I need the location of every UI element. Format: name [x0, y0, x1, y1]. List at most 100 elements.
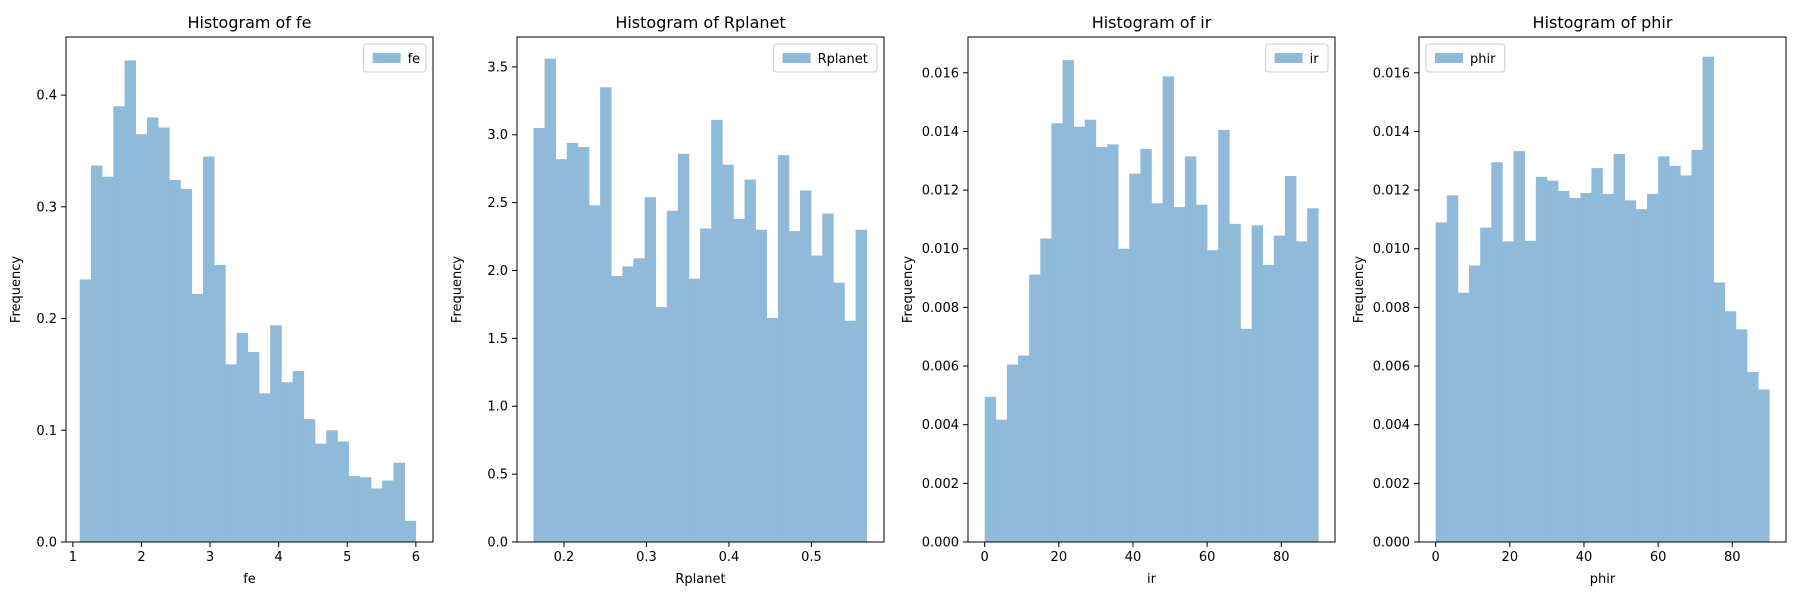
- histogram-bar: [1735, 329, 1748, 542]
- histogram-bar: [404, 520, 417, 542]
- legend-swatch: [1435, 53, 1463, 63]
- histogram-bar: [382, 480, 394, 542]
- histogram-bar: [800, 190, 812, 542]
- histogram-bar: [1602, 193, 1614, 542]
- y-axis-label: Frequency: [9, 256, 24, 323]
- x-tick-label: 4: [275, 550, 283, 565]
- histogram-bar: [633, 258, 645, 542]
- histogram-bar: [90, 165, 103, 543]
- y-tick-label: 3.0: [487, 128, 508, 143]
- y-axis-label: Frequency: [450, 256, 465, 323]
- histogram-bar: [1018, 355, 1030, 542]
- histogram-bar: [158, 127, 170, 542]
- legend: phir: [1425, 43, 1506, 73]
- histogram-bar: [666, 210, 679, 543]
- histogram-bar: [1558, 190, 1570, 542]
- x-tick-label: 2: [137, 550, 145, 565]
- histogram-bar: [1591, 168, 1603, 542]
- histogram-bar: [755, 229, 768, 543]
- histogram-bar: [393, 462, 405, 542]
- axes-frame: [1418, 36, 1787, 543]
- histogram-bar: [855, 229, 867, 543]
- histogram-bar: [348, 476, 361, 542]
- histogram-bar: [1646, 193, 1659, 542]
- axes-frame: [65, 36, 434, 543]
- histogram-bar: [566, 142, 579, 543]
- histogram-bar: [1129, 173, 1141, 542]
- histogram-bar: [1524, 240, 1537, 542]
- histogram-bar: [102, 176, 114, 542]
- y-tick-label: 0.0: [36, 536, 57, 551]
- histogram-bar: [1535, 176, 1548, 542]
- histogram-bar: [1195, 204, 1208, 542]
- histogram-bar: [1184, 156, 1197, 542]
- y-tick-label: 0.012: [1373, 184, 1410, 199]
- histogram-bar: [258, 393, 271, 542]
- histogram-bar: [180, 188, 193, 542]
- histogram-bar: [1435, 222, 1448, 542]
- y-tick-label: 0.006: [922, 360, 959, 375]
- x-tick-label: 1: [69, 550, 77, 565]
- histogram-bar: [1680, 175, 1692, 542]
- histogram-bar: [214, 264, 226, 542]
- histogram-bar: [788, 231, 801, 542]
- x-tick-label: 3: [206, 550, 214, 565]
- histogram-bar: [844, 320, 856, 542]
- y-tick-label: 0.006: [1373, 360, 1410, 375]
- legend-swatch: [1274, 53, 1303, 63]
- legend-label: Rplanet: [818, 52, 868, 67]
- chart-title: Histogram of phir: [1533, 13, 1673, 32]
- histogram-bar: [1118, 248, 1130, 542]
- histogram-bar: [1040, 238, 1052, 543]
- y-tick-label: 1.5: [487, 332, 508, 347]
- histogram-bar: [1240, 328, 1252, 542]
- histogram-bar: [1457, 292, 1470, 542]
- chart-panel-4: 0 20 40 60 80 0.000 0.002 0.004 0.006 0.008 0.010 0…: [1352, 13, 1787, 587]
- histogram-bar: [1273, 235, 1286, 542]
- histogram-bar: [577, 146, 590, 543]
- histogram-bar: [622, 266, 634, 542]
- legend-label: ir: [1310, 52, 1320, 67]
- histogram-bar: [1162, 76, 1175, 542]
- legend-box: [1425, 43, 1506, 73]
- histogram-bar: [1296, 241, 1308, 542]
- y-tick-label: 0.010: [1373, 242, 1410, 257]
- y-tick-label: 0.0: [487, 536, 508, 551]
- legend-swatch: [782, 53, 811, 63]
- histogram-bar: [1713, 282, 1726, 542]
- y-tick-label: 0.010: [922, 242, 959, 257]
- histogram-bar: [1051, 123, 1063, 542]
- histogram-bar: [135, 134, 148, 542]
- y-tick-label: 0.002: [1373, 477, 1410, 492]
- y-tick-label: 0.2: [36, 312, 57, 327]
- histogram-bar: [79, 279, 92, 542]
- y-axis-label: Frequency: [901, 256, 916, 323]
- chart-title: Histogram of ir: [1092, 13, 1212, 32]
- histogram-bar: [833, 282, 845, 542]
- histogram-bar: [326, 430, 338, 542]
- x-axis-label: fe: [243, 572, 256, 587]
- histogram-bar: [202, 156, 215, 543]
- x-tick-label: 0.2: [554, 550, 575, 565]
- histogram-bar: [555, 159, 568, 542]
- legend: ir: [1265, 43, 1329, 73]
- x-axis-label: ir: [1147, 572, 1157, 587]
- histogram-bar: [1747, 371, 1759, 542]
- histogram-bar: [1758, 389, 1770, 542]
- histogram-bar: [191, 293, 204, 542]
- y-tick-label: 0.000: [1373, 536, 1410, 551]
- x-tick-label: 20: [1051, 550, 1068, 565]
- histogram-bar: [1580, 193, 1592, 542]
- y-tick-label: 0.014: [922, 125, 959, 140]
- histogram-bar: [589, 205, 601, 543]
- histogram-bar: [225, 364, 237, 542]
- chart-panel-2: 0.2 0.3 0.4 0.5 0.0 0.5 1.0 1.5 2.0 2.5 3.0 3.5 Hist…: [450, 13, 885, 587]
- legend: Rplanet: [773, 43, 878, 73]
- chart-panel-3: 0 20 40 60 80 0.000 0.002 0.004 0.006 0.008 0.010 0…: [901, 13, 1336, 587]
- x-tick-label: 40: [1125, 550, 1142, 565]
- histogram-bar: [655, 307, 668, 542]
- y-tick-label: 0.002: [922, 477, 959, 492]
- histogram-bar: [1724, 311, 1737, 542]
- y-tick-label: 0.014: [1373, 125, 1410, 140]
